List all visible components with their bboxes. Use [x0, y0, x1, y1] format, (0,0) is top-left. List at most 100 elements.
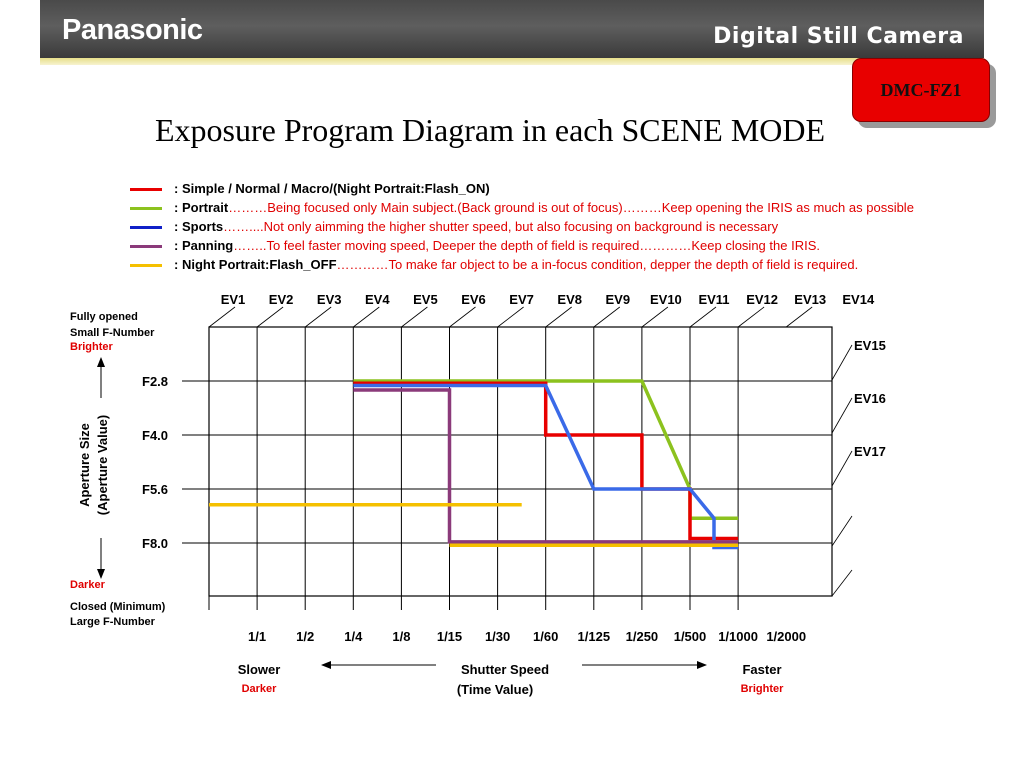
ev-label: EV11	[698, 292, 729, 307]
chart-grid	[182, 326, 833, 610]
legend-label: Portrait	[181, 200, 229, 215]
ev-label: EV4	[365, 292, 390, 307]
legend-swatch-sports	[130, 226, 162, 229]
legend-item-night-off: : Night Portrait:Flash_OFF…………To make fa…	[130, 256, 1020, 275]
y-axis-title-2: (Aperture Value)	[95, 415, 110, 515]
x-faster-label: Faster	[742, 662, 781, 677]
ev-label: EV12	[746, 292, 778, 307]
series-line-simple	[353, 381, 739, 541]
plot-frame	[208, 326, 833, 597]
x-tick-label: 1/15	[437, 629, 462, 644]
ev-diagonal	[545, 306, 572, 328]
ev-diagonal	[256, 306, 284, 328]
y-tick-label: F2.8	[142, 374, 168, 389]
ev-label: EV7	[509, 292, 534, 307]
x-tick-label: 1/250	[626, 629, 659, 644]
ev-diagonals	[208, 306, 853, 597]
ev-diagonal	[785, 306, 813, 328]
y-top-label-2: Small F-Number	[70, 327, 155, 339]
x-tick-label: 1/1000	[718, 629, 758, 644]
y-tick-label: F4.0	[142, 428, 168, 443]
ev-diagonal	[304, 306, 332, 328]
ev-label: EV14	[842, 292, 875, 307]
x-tick-label: 1/125	[578, 629, 611, 644]
legend-desc: …………To make far object to be a in-focus …	[336, 257, 859, 272]
legend-swatch-night-off	[130, 264, 162, 267]
x-tick-label: 1/1	[248, 629, 266, 644]
ev-label: EV15	[854, 338, 886, 353]
x-tick-label: 1/500	[674, 629, 707, 644]
model-badge: DMC-FZ1	[852, 58, 990, 122]
y-top-label-1: Fully opened	[70, 311, 138, 323]
ev-diagonal	[737, 306, 765, 328]
x-tick-label: 1/30	[485, 629, 510, 644]
legend-label: Sports	[181, 219, 224, 234]
x-tick-labels: 1/1 1/2 1/4 1/8 1/15 1/30 1/60 1/125 1/250 1/500 1…	[248, 629, 806, 644]
ev-diagonal	[497, 306, 524, 328]
ev-diagonal	[831, 569, 853, 597]
y-bottom-label-2: Large F-Number	[70, 616, 156, 628]
ev-diagonal	[641, 306, 669, 328]
ev-label: EV5	[413, 292, 438, 307]
y-tick-labels: F2.8 F4.0 F5.6 F8.0	[142, 374, 168, 551]
ev-label: EV3	[317, 292, 342, 307]
ev-label: EV13	[794, 292, 826, 307]
legend-desc: ……..To feel faster moving speed, Deeper …	[233, 238, 820, 253]
ev-diagonal	[831, 450, 853, 487]
product-name: Digital Still Camera	[713, 24, 964, 49]
ev-diagonal	[401, 306, 428, 328]
legend-swatch-panning	[130, 245, 162, 248]
x-slower-label: Slower	[238, 662, 281, 677]
x-axis-title-1: Shutter Speed	[461, 662, 549, 677]
ev-diagonal	[449, 306, 476, 328]
legend-desc: ……....Not only aimming the higher shutte…	[223, 219, 779, 234]
legend-item-simple: : Simple / Normal / Macro/(Night Portrai…	[130, 180, 1020, 199]
series-line-sports	[353, 383, 739, 550]
legend-item-portrait: : Portrait………Being focused only Main sub…	[130, 199, 1020, 218]
x-axis-title-2: (Time Value)	[457, 682, 533, 697]
brand-logo: Panasonic	[62, 14, 203, 46]
legend-label: Panning	[181, 238, 234, 253]
ev-label: EV2	[269, 292, 294, 307]
y-bottom-label-1: Closed (Minimum)	[70, 601, 166, 613]
legend-text: : Portrait………Being focused only Main sub…	[174, 200, 914, 215]
legend-text: : Night Portrait:Flash_OFF…………To make fa…	[174, 257, 859, 272]
ev-labels-top: EV1 EV2 EV3 EV4 EV5 EV6 EV7 EV8 EV9 EV10 EV11 EV12 E…	[221, 292, 875, 307]
page-title: Exposure Program Diagram in each SCENE M…	[154, 112, 826, 148]
ev-label: EV8	[557, 292, 582, 307]
legend: : Simple / Normal / Macro/(Night Portrai…	[130, 180, 1020, 275]
x-darker-label: Darker	[242, 683, 278, 695]
x-brighter-label: Brighter	[741, 683, 785, 695]
legend-desc: ………Being focused only Main subject.(Back…	[228, 200, 914, 215]
legend-text: : Panning……..To feel faster moving speed…	[174, 238, 820, 253]
ev-diagonal	[208, 306, 236, 328]
legend-swatch-portrait	[130, 207, 162, 210]
x-tick-label: 1/8	[392, 629, 410, 644]
legend-item-sports: : Sports……....Not only aimming the highe…	[130, 218, 1020, 237]
ev-diagonal	[831, 515, 853, 547]
x-tick-label: 1/60	[533, 629, 558, 644]
y-tick-label: F5.6	[142, 482, 168, 497]
ev-label: EV1	[221, 292, 246, 307]
legend-swatch-simple	[130, 188, 162, 191]
header-bar	[40, 0, 984, 58]
y-axis-title-1: Aperture Size	[77, 423, 92, 507]
ev-diagonal	[831, 344, 853, 381]
ev-label: EV6	[461, 292, 486, 307]
ev-diagonal	[353, 306, 380, 328]
ev-label: EV9	[606, 292, 631, 307]
legend-text: : Sports……....Not only aimming the highe…	[174, 219, 779, 234]
y-tick-label: F8.0	[142, 536, 168, 551]
legend-text: : Simple / Normal / Macro/(Night Portrai…	[174, 181, 490, 196]
ev-label: EV16	[854, 391, 886, 406]
legend-label: Simple / Normal / Macro/(Night Portrait:…	[181, 181, 490, 196]
ev-diagonal	[831, 397, 853, 434]
legend-label: Night Portrait:Flash_OFF	[181, 257, 337, 272]
x-tick-label: 1/2	[296, 629, 314, 644]
x-tick-label: 1/2000	[766, 629, 806, 644]
ev-labels-right: EV15 EV16 EV17	[854, 338, 886, 459]
ev-label: EV10	[650, 292, 682, 307]
chart-series	[209, 379, 739, 550]
header-stripe	[40, 58, 984, 65]
